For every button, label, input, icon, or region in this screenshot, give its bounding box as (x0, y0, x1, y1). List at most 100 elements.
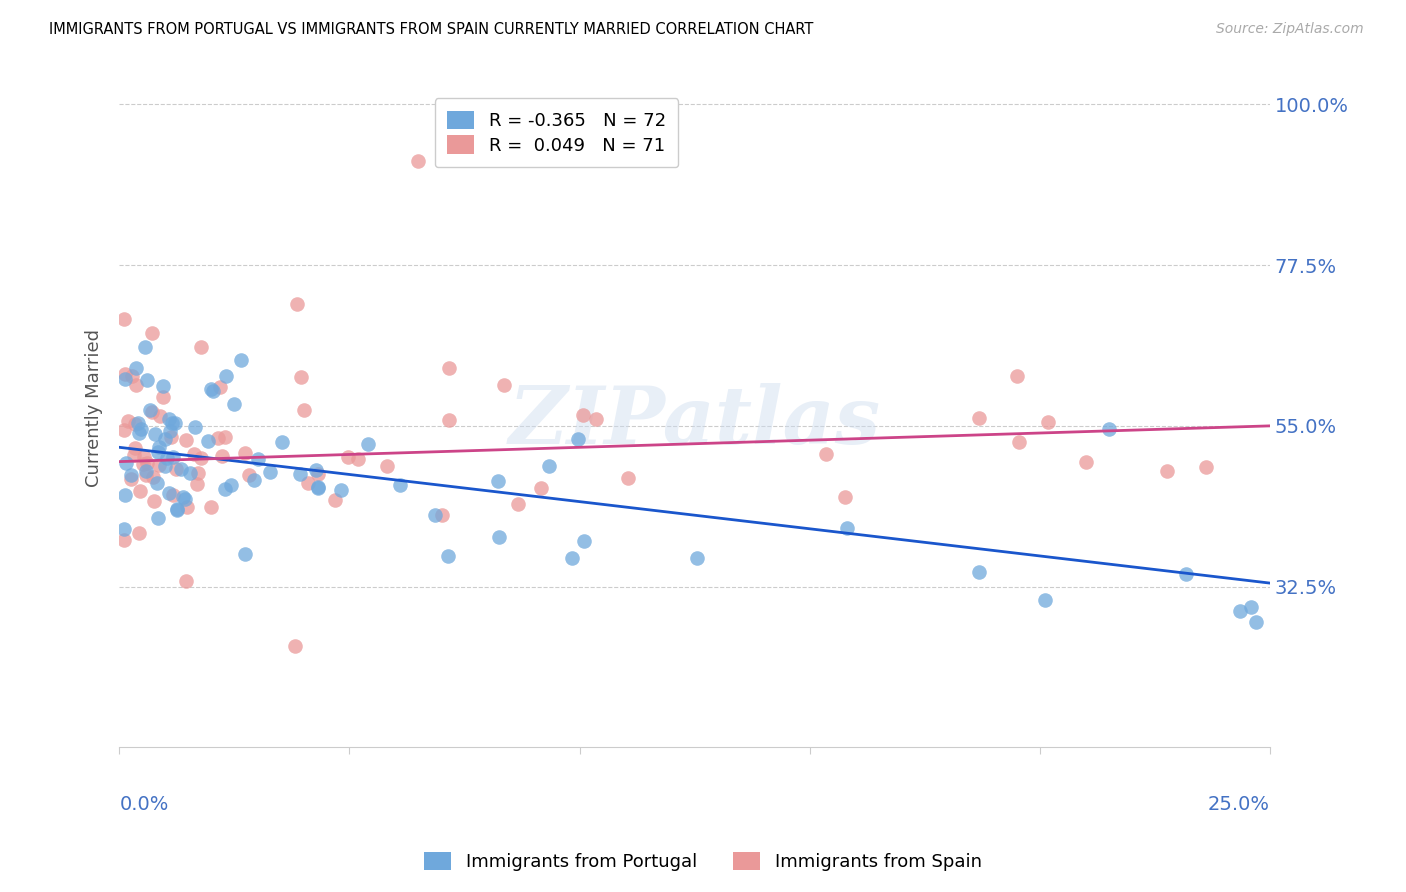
Point (141, 326, 163, 340)
Point (297, 476, 319, 491)
Point (571, 408, 593, 422)
Point (112, 522, 135, 536)
Point (157, 412, 180, 426)
Point (323, 492, 346, 507)
Point (214, 482, 236, 496)
Point (129, 483, 152, 498)
Point (346, 451, 368, 466)
Point (122, 448, 145, 462)
Point (166, 503, 188, 517)
Point (162, 488, 184, 502)
Point (124, 417, 146, 432)
Point (408, 154, 430, 169)
Point (1033, 592, 1056, 607)
Point (134, 450, 156, 464)
Point (139, 403, 162, 417)
Point (1074, 454, 1097, 468)
Point (125, 361, 148, 376)
Point (215, 368, 238, 383)
Point (115, 456, 138, 470)
Point (437, 413, 460, 427)
Point (120, 472, 142, 486)
Point (136, 373, 159, 387)
Point (207, 431, 229, 445)
Point (121, 368, 143, 383)
Point (179, 466, 201, 480)
Point (488, 530, 510, 544)
Point (202, 384, 225, 398)
Point (288, 467, 311, 481)
Point (1156, 464, 1178, 478)
Point (149, 409, 172, 424)
Point (153, 458, 176, 473)
Point (120, 467, 142, 482)
Point (134, 340, 156, 354)
Point (425, 508, 447, 522)
Point (815, 447, 838, 461)
Point (174, 433, 197, 447)
Point (129, 422, 152, 436)
Point (174, 574, 197, 588)
Point (834, 490, 856, 504)
Point (160, 416, 183, 430)
Point (219, 477, 242, 491)
Point (183, 447, 205, 461)
Point (284, 639, 307, 653)
Point (186, 476, 208, 491)
Point (114, 367, 136, 381)
Point (211, 450, 233, 464)
Point (494, 378, 516, 392)
Text: IMMIGRANTS FROM PORTUGAL VS IMMIGRANTS FROM SPAIN CURRENTLY MARRIED CORRELATION : IMMIGRANTS FROM PORTUGAL VS IMMIGRANTS F… (49, 22, 814, 37)
Point (128, 425, 150, 440)
Y-axis label: Currently Married: Currently Married (86, 329, 103, 487)
Point (128, 526, 150, 541)
Point (304, 463, 326, 477)
Point (141, 405, 163, 419)
Point (176, 500, 198, 515)
Point (148, 458, 170, 472)
Point (572, 533, 595, 548)
Point (174, 491, 197, 506)
Point (486, 474, 509, 488)
Point (114, 372, 136, 386)
Point (170, 462, 193, 476)
Point (388, 477, 411, 491)
Point (156, 450, 179, 465)
Point (270, 435, 292, 450)
Point (233, 547, 256, 561)
Point (135, 468, 157, 483)
Point (124, 441, 146, 455)
Text: ZIPatlas: ZIPatlas (509, 383, 880, 460)
Point (165, 461, 187, 475)
Point (190, 340, 212, 354)
Point (125, 378, 148, 392)
Point (967, 565, 990, 579)
Point (224, 397, 246, 411)
Point (585, 412, 607, 426)
Point (1194, 459, 1216, 474)
Point (1005, 368, 1028, 383)
Point (172, 490, 194, 504)
Point (187, 466, 209, 480)
Point (247, 452, 270, 467)
Point (155, 432, 177, 446)
Point (112, 533, 135, 548)
Point (152, 390, 174, 404)
Point (375, 458, 398, 473)
Point (166, 502, 188, 516)
Point (136, 456, 159, 470)
Point (430, 508, 453, 523)
Text: 25.0%: 25.0% (1208, 795, 1270, 814)
Text: 0.0%: 0.0% (120, 795, 169, 814)
Text: Source: ZipAtlas.com: Source: ZipAtlas.com (1216, 22, 1364, 37)
Point (437, 549, 460, 563)
Point (233, 446, 256, 460)
Point (114, 488, 136, 502)
Point (617, 471, 640, 485)
Point (200, 500, 222, 514)
Point (117, 414, 139, 428)
Point (357, 437, 380, 451)
Point (190, 450, 212, 465)
Point (159, 430, 181, 444)
Point (157, 486, 180, 500)
